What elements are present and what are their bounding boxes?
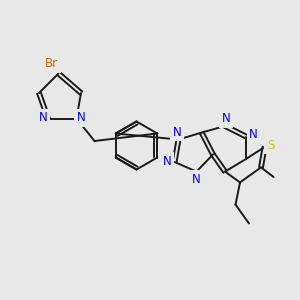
Text: N: N [249, 128, 258, 142]
Text: N: N [76, 111, 85, 124]
Text: N: N [39, 111, 48, 124]
Text: N: N [163, 155, 172, 168]
Text: Br: Br [45, 57, 58, 70]
Text: N: N [222, 112, 231, 125]
Text: N: N [173, 125, 182, 139]
Text: S: S [267, 139, 274, 152]
Text: N: N [192, 172, 201, 186]
